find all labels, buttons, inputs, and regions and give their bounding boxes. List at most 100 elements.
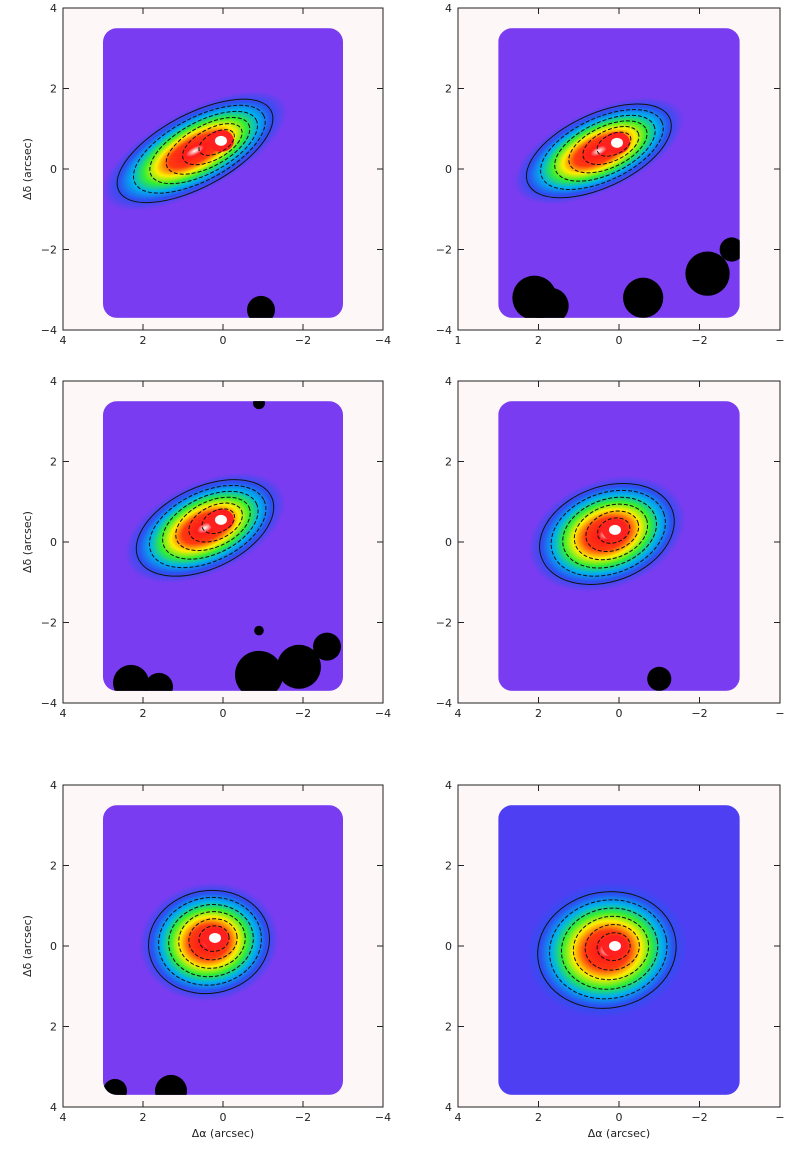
- x-tick-label: −: [775, 1111, 784, 1124]
- contour-level: [149, 110, 258, 185]
- panel-middle-right: 4 2 0 −2 − −4 −2 0 2 4: [436, 375, 785, 720]
- y-tick-label: 0: [50, 163, 57, 176]
- contour-level: [178, 911, 246, 969]
- masked-region: [277, 644, 321, 689]
- contour-level: [182, 123, 243, 166]
- masked-region: [253, 401, 265, 410]
- peak-marker: [209, 932, 221, 943]
- x-tick-label: 0: [616, 334, 623, 347]
- contour-level: [560, 907, 659, 990]
- x-tick-label: −: [775, 707, 784, 720]
- y-tick-label: −2: [41, 244, 57, 257]
- contour-level: [162, 490, 259, 560]
- contour-level: [572, 915, 650, 981]
- x-tick-label: 0: [220, 707, 227, 720]
- contour-level: [549, 899, 668, 1000]
- x-tick-label: 2: [535, 1111, 542, 1124]
- y-tick-label: 2: [50, 860, 57, 873]
- x-tick-label: −4: [375, 1111, 391, 1124]
- intensity-map: [498, 401, 740, 691]
- contour-level: [573, 503, 649, 561]
- masked-region: [623, 277, 664, 318]
- x-tick-label: −2: [691, 707, 707, 720]
- contour-level: [198, 925, 230, 952]
- x-tick-label: 2: [140, 1111, 147, 1124]
- masked-region: [113, 664, 149, 691]
- contour-level: [539, 482, 675, 585]
- y-axis-label: Δδ (arcsec): [21, 511, 34, 573]
- masked-region: [145, 672, 173, 691]
- y-tick-label: 4: [445, 375, 452, 388]
- x-axis-label: Δα (arcsec): [588, 1127, 650, 1140]
- peak-marker: [608, 524, 621, 535]
- contour-level: [168, 904, 254, 978]
- y-tick-label: 4: [445, 2, 452, 15]
- masked-region: [532, 287, 569, 318]
- intensity-map: [103, 401, 343, 691]
- y-tick-label: 0: [50, 940, 57, 953]
- y-axis-label: Δδ (arcsec): [21, 915, 34, 977]
- contour-level: [525, 103, 672, 199]
- masked-region: [155, 1074, 187, 1095]
- contour-level: [596, 131, 632, 157]
- x-tick-label: 4: [60, 334, 67, 347]
- y-tick-label: 2: [50, 456, 57, 469]
- x-tick-label: −2: [691, 334, 707, 347]
- y-tick-label: 4: [445, 1101, 452, 1114]
- x-tick-label: 1: [455, 334, 462, 347]
- panel-bottom-right: 4 2 0 −2 − 4 2 0 2 4 Δα (arcsec): [445, 779, 785, 1140]
- y-tick-label: −2: [436, 244, 452, 257]
- x-tick-label: 4: [455, 707, 462, 720]
- y-tick-label: 0: [445, 940, 452, 953]
- y-tick-label: −4: [41, 697, 57, 710]
- x-tick-label: 0: [220, 334, 227, 347]
- y-tick-label: −2: [41, 617, 57, 630]
- panel-middle-left: 4 2 0 −2 −4 −4 −2 0 2 4 Δδ (arcsec): [21, 375, 391, 720]
- peak-marker: [610, 137, 623, 148]
- contour-level: [550, 489, 666, 577]
- y-tick-label: 2: [445, 456, 452, 469]
- contour-level: [158, 896, 262, 986]
- y-tick-label: 0: [445, 163, 452, 176]
- y-tick-label: 4: [50, 1101, 57, 1114]
- y-tick-label: 2: [445, 860, 452, 873]
- y-tick-label: 2: [445, 83, 452, 96]
- contour-level: [597, 517, 631, 544]
- peak-marker: [215, 514, 227, 525]
- contour-level: [175, 496, 251, 552]
- y-tick-label: −2: [436, 617, 452, 630]
- x-tick-label: 2: [535, 334, 542, 347]
- masked-region: [254, 625, 264, 636]
- contour-level: [188, 502, 243, 543]
- y-axis-label: Δδ (arcsec): [21, 138, 34, 200]
- x-tick-label: −4: [375, 707, 391, 720]
- contour-level: [198, 129, 235, 156]
- y-tick-label: 2: [50, 1021, 57, 1034]
- source-emission: [103, 90, 288, 211]
- peak-marker: [215, 135, 227, 146]
- x-tick-label: 0: [616, 707, 623, 720]
- panel-top-left: 4 2 0 −2 −4 −4 −2 0 2 4 Δδ (arcsec): [21, 2, 391, 347]
- y-tick-label: 4: [50, 2, 57, 15]
- contour-level: [554, 114, 656, 182]
- intensity-map: [498, 805, 740, 1095]
- masked-region: [647, 666, 672, 691]
- intensity-map: [498, 28, 740, 318]
- x-tick-label: −: [775, 334, 784, 347]
- panel-top-right: 1 2 0 −2 − −4 −2 0 2 4: [436, 2, 785, 347]
- x-tick-label: 4: [60, 1111, 67, 1124]
- contour-level: [537, 891, 677, 1009]
- contour-level: [165, 117, 251, 175]
- x-tick-label: 2: [140, 707, 147, 720]
- y-tick-label: 0: [50, 536, 57, 549]
- masked-region: [103, 1078, 127, 1095]
- source-emission: [124, 472, 286, 584]
- x-tick-label: 4: [455, 1111, 462, 1124]
- intensity-map: [103, 28, 343, 318]
- intensity-map: [103, 805, 343, 1095]
- masked-region: [685, 251, 730, 296]
- contour-level: [584, 924, 640, 971]
- contour-level: [188, 918, 238, 961]
- contour-level: [540, 109, 664, 190]
- masked-region: [313, 632, 341, 661]
